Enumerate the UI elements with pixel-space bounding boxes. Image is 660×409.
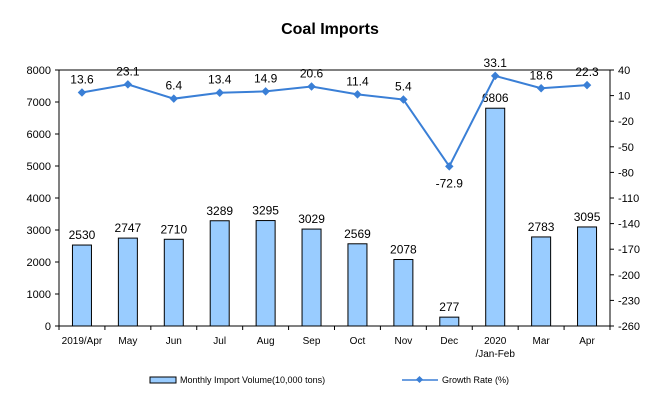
x-axis-tick-label: Oct (350, 336, 366, 347)
right-axis-tick-label: -170 (618, 244, 640, 256)
bar-value-label: 2569 (344, 227, 371, 241)
line-value-label: 23.1 (116, 64, 140, 78)
legend-bar-swatch (149, 376, 177, 384)
line-point (353, 90, 362, 99)
line-value-label: 14.9 (254, 71, 278, 85)
line-value-label: 22.3 (575, 65, 599, 79)
left-axis-tick-label: 4000 (27, 193, 51, 205)
bar (347, 243, 368, 327)
legend-line-label: Growth Rate (%) (442, 375, 509, 385)
bar-value-label: 2747 (115, 221, 142, 235)
x-axis-tick-label: Jul (213, 336, 226, 347)
bar-value-label: 2710 (160, 222, 187, 236)
bar (485, 107, 506, 327)
chart-title: Coal Imports (281, 21, 379, 38)
line-point (169, 94, 179, 103)
line-point (490, 71, 500, 81)
line-point (445, 162, 454, 171)
line-value-label: -72.9 (436, 176, 464, 190)
right-axis-tick-label: -140 (618, 219, 640, 231)
x-axis-tick-label: May (118, 336, 137, 347)
x-axis-tick-label: 2020 (484, 336, 507, 347)
line-point (399, 95, 408, 104)
x-axis-tick-label: Aug (257, 336, 275, 347)
line-point (582, 80, 592, 90)
x-axis-tick-label: Dec (440, 336, 458, 347)
bar (393, 259, 414, 327)
right-axis-tick-label: -110 (618, 193, 639, 205)
right-axis-tick-label: 40 (618, 65, 630, 77)
line-point (77, 88, 87, 97)
bar-value-label: 277 (439, 300, 459, 314)
x-axis-tick-label: Jun (166, 336, 182, 347)
bar-value-label: 3095 (574, 210, 601, 224)
bar (531, 236, 552, 327)
line-value-label: 20.6 (300, 67, 324, 81)
left-axis-tick-label: 2000 (27, 257, 51, 269)
bar (255, 220, 276, 327)
bar-value-label: 3295 (252, 204, 279, 218)
bar-value-label: 2530 (69, 228, 96, 242)
left-axis-tick-label: 7000 (27, 97, 51, 109)
line-value-label: 18.6 (529, 68, 553, 82)
x-axis-tick-label: /Jan-Feb (475, 349, 515, 360)
x-axis-tick-label: Mar (533, 336, 551, 347)
plot-frame (58, 69, 611, 327)
line-point (536, 84, 546, 93)
right-axis-tick-label: -20 (618, 116, 634, 128)
x-axis-tick-label: Sep (303, 336, 321, 347)
line-point (261, 87, 270, 96)
x-axis-tick-label: 2019/Apr (62, 336, 103, 347)
right-axis-tick-label: -230 (618, 295, 640, 307)
bar (209, 220, 230, 327)
right-axis-tick-label: -50 (618, 142, 634, 154)
bar-value-label: 2078 (390, 243, 417, 257)
line-value-label: 5.4 (395, 80, 412, 94)
right-axis-tick-label: -260 (618, 321, 640, 333)
bar (163, 238, 184, 327)
line-value-label: 13.4 (208, 73, 232, 87)
legend-line-marker (415, 375, 424, 384)
line-value-label: 11.4 (346, 74, 369, 88)
right-axis-tick-label: 10 (618, 91, 630, 103)
left-axis-tick-label: 6000 (27, 129, 51, 141)
left-axis-tick-label: 5000 (27, 161, 51, 173)
left-axis-tick-label: 3000 (27, 225, 51, 237)
bar-value-label: 2783 (528, 220, 555, 234)
right-axis-tick-label: -80 (618, 167, 634, 179)
line-value-label: 13.6 (70, 73, 94, 87)
line-point (307, 82, 316, 91)
line-value-label: 6.4 (165, 79, 182, 93)
left-axis-tick-label: 0 (45, 321, 51, 333)
x-axis-tick-label: Apr (579, 336, 595, 347)
bar-value-label: 3029 (298, 212, 325, 226)
x-axis-tick-label: Nov (394, 336, 412, 347)
line-point (215, 88, 224, 97)
bar (439, 316, 460, 327)
right-axis-tick-label: -200 (618, 270, 640, 282)
bar (301, 228, 322, 327)
left-axis-tick-label: 1000 (27, 289, 51, 301)
bar (71, 244, 92, 327)
legend-bar-label: Monthly Import Volume(10,000 tons) (180, 375, 325, 385)
line-value-label: 33.1 (484, 56, 508, 70)
legend: Monthly Import Volume(10,000 tons) Growth… (149, 375, 509, 385)
bar-value-label: 6806 (482, 91, 509, 105)
bar (117, 237, 138, 327)
growth-rate-line (81, 74, 588, 169)
bar (577, 226, 598, 327)
left-axis-tick-label: 8000 (27, 65, 51, 77)
line-point (123, 80, 133, 89)
bar-value-label: 3289 (206, 204, 233, 218)
